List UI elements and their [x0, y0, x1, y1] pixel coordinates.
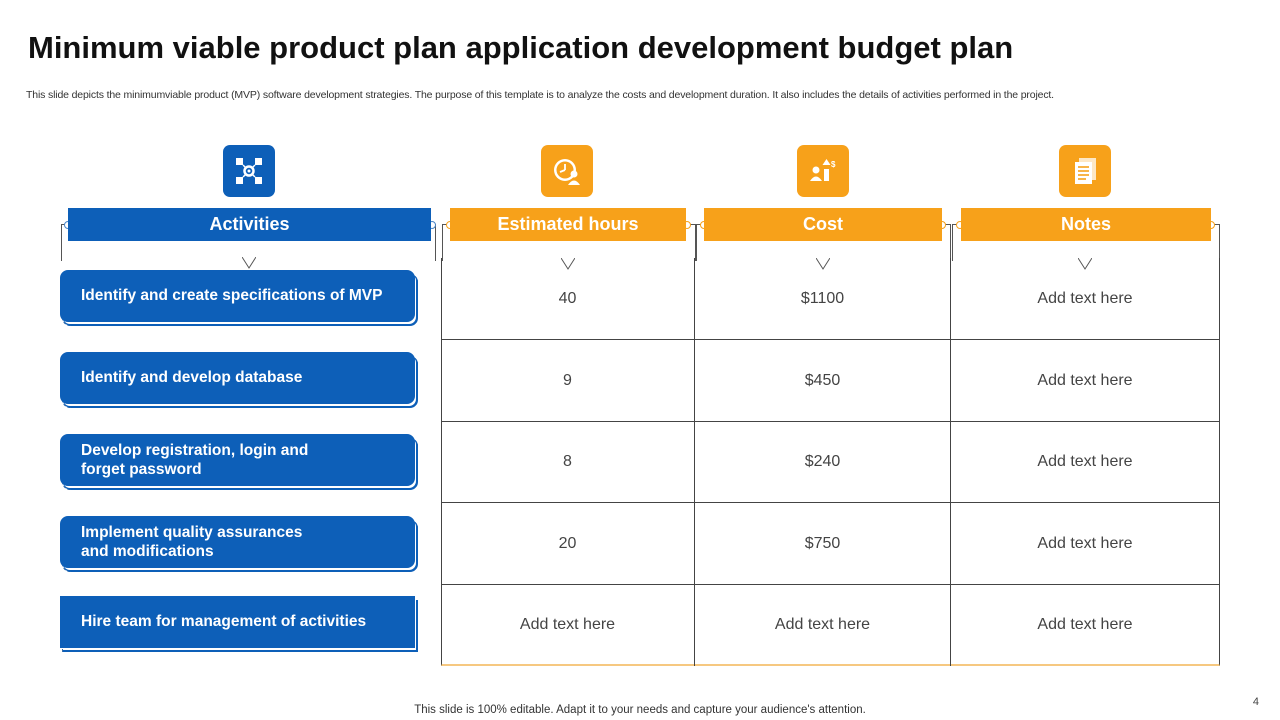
cell-cost: $240 — [804, 453, 841, 470]
header-notes: Notes — [961, 208, 1211, 241]
slide-description: This slide depicts the minimumviable pro… — [26, 89, 1054, 101]
cell-cost: $1100 — [800, 290, 845, 307]
chevron-down-icon — [242, 257, 256, 269]
cell-cost: Add text here — [774, 616, 871, 633]
cell-cost: $750 — [804, 535, 841, 552]
activity-box: Develop registration, login and forget p… — [60, 434, 415, 486]
cell-notes: Add text here — [1037, 372, 1133, 389]
cell-hours: 40 — [558, 290, 577, 307]
cell-hours: Add text here — [519, 616, 616, 633]
cell-cost: $450 — [804, 372, 841, 389]
money-growth-icon: $ — [797, 145, 849, 197]
table-divider — [441, 584, 1220, 585]
cell-notes: Add text here — [1037, 616, 1133, 633]
header-cost: Cost — [704, 208, 942, 241]
chevron-down-icon — [816, 258, 830, 270]
activity-box: Hire team for management of activities — [60, 596, 415, 648]
network-gear-icon — [223, 145, 275, 197]
clock-person-icon — [541, 145, 593, 197]
chevron-down-icon — [1078, 258, 1092, 270]
svg-text:$: $ — [831, 160, 836, 169]
table-divider — [950, 258, 951, 666]
notes-icon — [1059, 145, 1111, 197]
table-divider — [694, 258, 695, 666]
activity-box: Identify and develop database — [60, 352, 415, 404]
budget-table — [441, 258, 1220, 666]
cell-notes: Add text here — [1037, 453, 1133, 470]
cell-hours: 8 — [563, 453, 572, 470]
header-estimated-hours: Estimated hours — [450, 208, 686, 241]
header-activities: Activities — [68, 208, 431, 241]
table-divider — [441, 421, 1220, 422]
cell-notes: Add text here — [1037, 535, 1133, 552]
page-title: Minimum viable product plan application … — [28, 30, 1014, 65]
chevron-down-icon — [561, 258, 575, 270]
cell-hours: 9 — [563, 372, 572, 389]
activity-box: Implement quality assurances and modific… — [60, 516, 415, 568]
page-number: 4 — [1252, 696, 1259, 708]
cell-notes: Add text here — [1037, 290, 1133, 307]
table-divider — [441, 339, 1220, 340]
cell-hours: 20 — [558, 535, 577, 552]
activity-box: Identify and create specifications of MV… — [60, 270, 415, 322]
table-divider — [441, 502, 1220, 503]
footer-note: This slide is 100% editable. Adapt it to… — [414, 704, 866, 716]
